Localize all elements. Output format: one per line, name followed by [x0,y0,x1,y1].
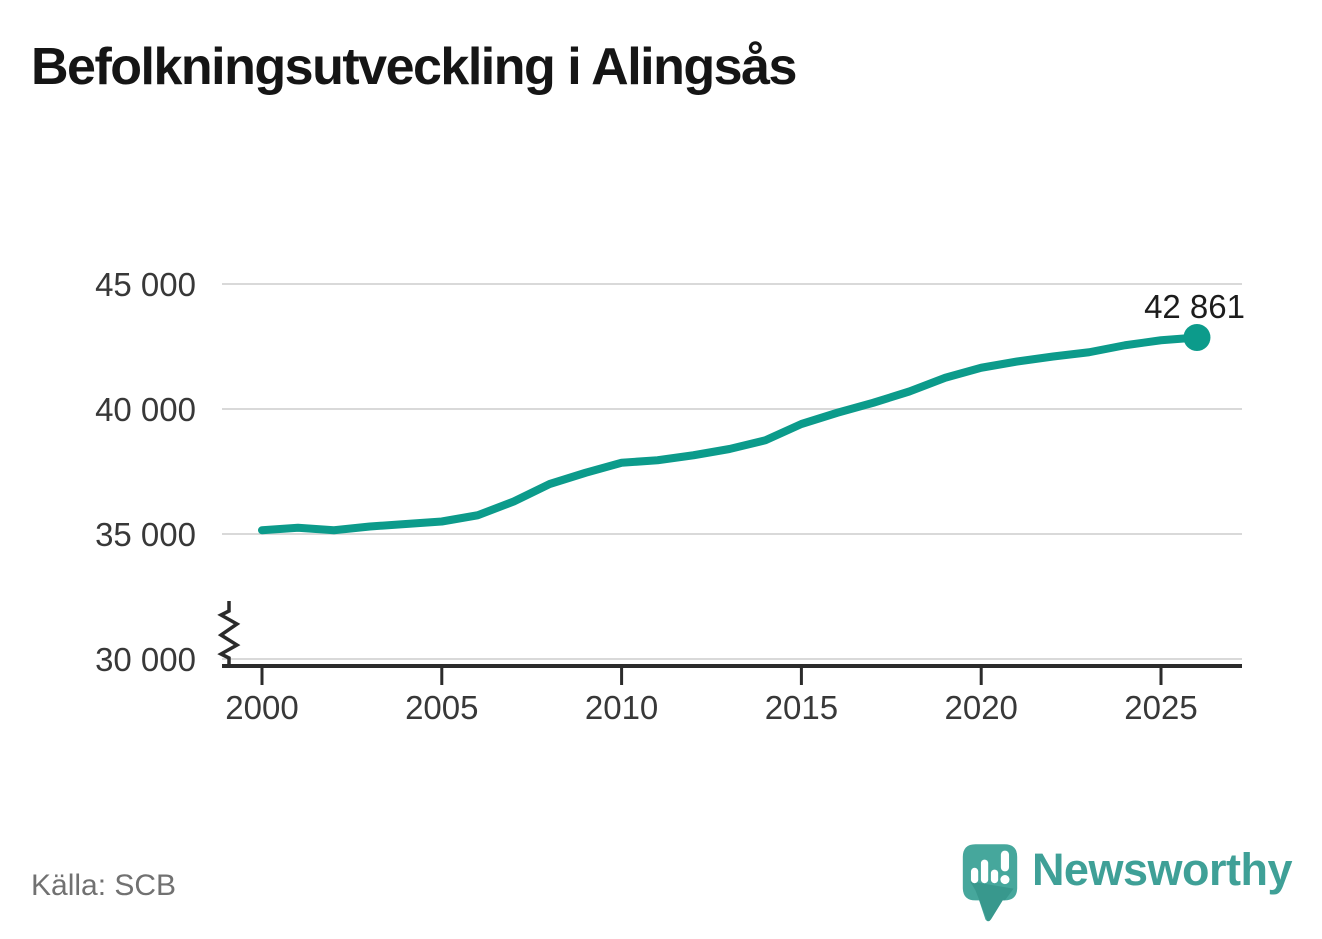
end-point-marker [1183,323,1211,351]
end-value-label: 42 861 [1144,288,1245,325]
population-line [258,333,1201,535]
y-axis-tick-label: 35 000 [95,516,196,553]
y-axis-tick-label: 40 000 [95,391,196,428]
exclamation-bar [1000,850,1009,872]
chart-title: Befolkningsutveckling i Alingsås [31,38,797,96]
y-axis-tick-label: 30 000 [95,641,196,678]
newsworthy-brand: Newsworthy [961,841,1293,927]
x-axis-tick-label: 2010 [585,689,658,726]
y-axis-break-icon [217,601,241,666]
bar-chart-bar-2 [980,859,989,884]
x-axis-tick-label: 2005 [405,689,478,726]
exclamation-dot [1000,875,1010,885]
x-axis-tick-label: 2025 [1124,689,1197,726]
x-axis-tick-label: 2000 [225,689,298,726]
source-note: Källa: SCB [31,869,177,902]
brand-wordmark: Newsworthy [1031,844,1293,895]
y-axis-tick-label: 45 000 [95,266,196,303]
x-axis-tick-label: 2020 [944,689,1017,726]
bubble-shadow [970,881,1014,922]
x-axis-tick-label: 2015 [765,689,838,726]
bar-chart-bar-3 [990,869,999,884]
bar-chart-bar-1 [970,867,979,884]
newsworthy-logo-icon [962,844,1018,922]
